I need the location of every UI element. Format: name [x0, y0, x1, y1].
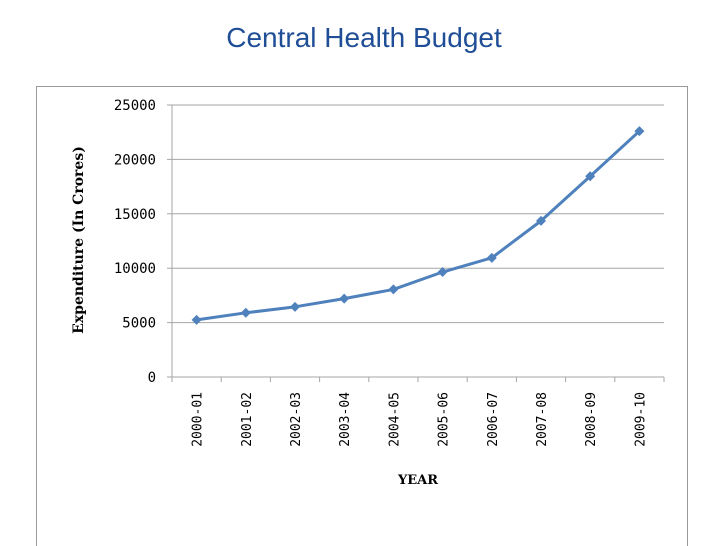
- x-axis-label: YEAR: [397, 473, 438, 488]
- y-tick-label: 5000: [122, 316, 156, 332]
- y-tick-label: 10000: [114, 261, 156, 277]
- y-axis-label: Expenditure (In Crores): [71, 146, 87, 334]
- data-point: [536, 215, 546, 226]
- x-tick-label: 2001-02: [240, 392, 255, 447]
- y-tick-label: 0: [148, 370, 156, 386]
- y-tick-label: 15000: [114, 207, 156, 223]
- data-point: [388, 284, 399, 295]
- x-tick-labels: 2000-01 2001-02 2002-03 2003-04 2004-05 2005-…: [191, 392, 649, 447]
- data-point: [486, 252, 497, 263]
- x-tick-label: 2008-09: [584, 392, 599, 447]
- data-point: [585, 171, 596, 182]
- data-point: [290, 301, 300, 312]
- data-point: [240, 307, 251, 318]
- data-point: [191, 314, 202, 325]
- data-point: [634, 126, 645, 137]
- x-tick-label: 2000-01: [191, 392, 206, 447]
- x-tick-label: 2005-06: [437, 392, 452, 447]
- x-tick-label: 2006-07: [486, 392, 501, 447]
- data-point: [437, 267, 448, 278]
- chart-title: Central Health Budget: [226, 22, 502, 53]
- y-tick-label: 20000: [114, 152, 156, 168]
- x-tick-label: 2002-03: [289, 392, 304, 447]
- gridlines: [167, 104, 665, 382]
- x-tick-label: 2003-04: [338, 392, 353, 447]
- y-tick-label: 25000: [114, 98, 156, 114]
- chart-frame: [36, 86, 688, 546]
- x-tick-label: 2009-10: [633, 392, 648, 447]
- data-point: [339, 293, 350, 304]
- y-tick-labels: 0 5000 10000 15000 20000 25000: [114, 98, 156, 386]
- series-line-0: [196, 130, 641, 322]
- series-layer: [191, 126, 645, 325]
- x-tick-label: 2007-08: [535, 392, 550, 447]
- x-tick-label: 2004-05: [387, 392, 402, 447]
